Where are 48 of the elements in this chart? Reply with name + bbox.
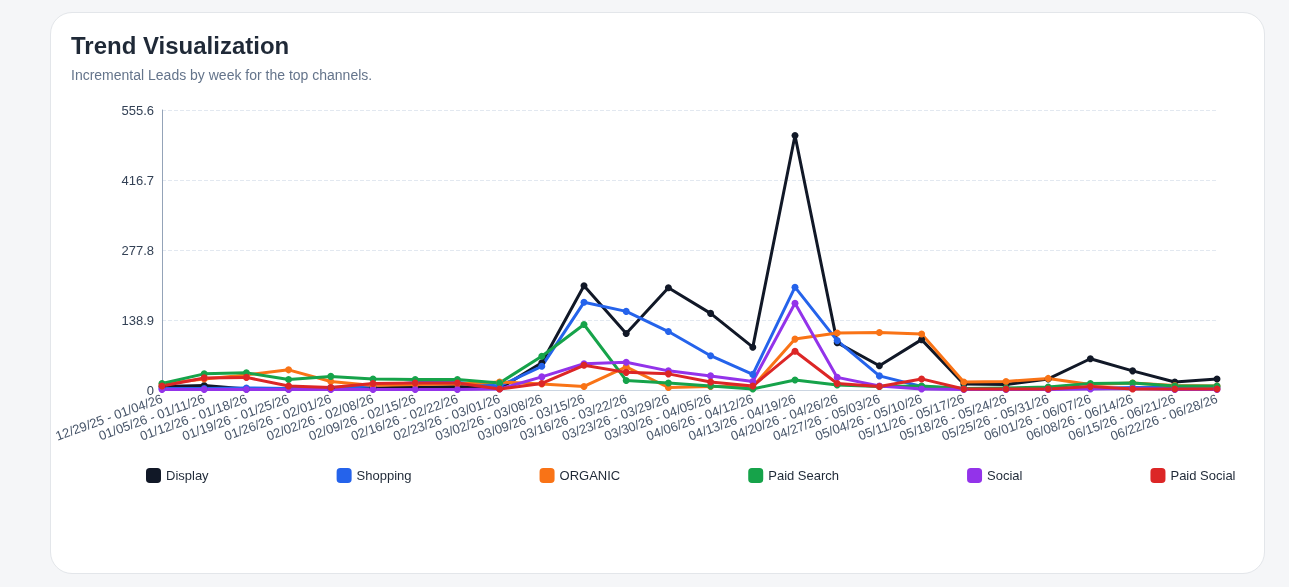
point	[664, 328, 672, 336]
y-tick-label: 555.6	[121, 102, 154, 118]
point	[707, 378, 715, 386]
point	[833, 373, 841, 381]
y-tick-label: 138.9	[121, 312, 154, 328]
point	[707, 352, 715, 360]
point	[918, 330, 926, 338]
point	[749, 343, 757, 351]
point	[580, 320, 588, 328]
point	[580, 282, 588, 290]
point	[327, 372, 335, 380]
point	[622, 376, 630, 384]
point	[453, 386, 461, 393]
point	[622, 368, 630, 376]
point	[918, 375, 926, 383]
point	[285, 366, 293, 374]
point	[538, 352, 546, 360]
point	[580, 298, 588, 306]
chart-subtitle: Incremental Leads by week for the top channels.	[71, 67, 373, 83]
point	[707, 372, 715, 380]
point	[875, 329, 883, 337]
point	[664, 284, 672, 292]
point	[833, 329, 841, 337]
legend-label: Display	[166, 468, 210, 483]
point	[1086, 355, 1094, 363]
y-tick-label: 0	[146, 382, 154, 398]
point	[622, 307, 630, 315]
point	[538, 373, 546, 381]
point	[580, 382, 588, 390]
y-tick-label: 416.7	[121, 172, 154, 188]
point	[875, 362, 883, 370]
y-tick-label: 277.8	[121, 242, 154, 258]
point	[622, 330, 630, 338]
legend-label: Paid Search	[768, 468, 840, 483]
point	[791, 299, 799, 307]
point	[749, 370, 757, 378]
legend-label: Paid Social	[1170, 468, 1236, 483]
point	[791, 132, 799, 139]
legend-label: Shopping	[356, 468, 412, 483]
legend-label: Social	[987, 468, 1023, 483]
point	[285, 375, 293, 383]
point	[664, 379, 672, 387]
point	[875, 372, 883, 380]
point	[707, 309, 715, 317]
point	[1129, 367, 1137, 375]
point	[622, 358, 630, 366]
legend-label: ORGANIC	[559, 468, 621, 483]
chart-title: Trend Visualization	[71, 32, 290, 60]
